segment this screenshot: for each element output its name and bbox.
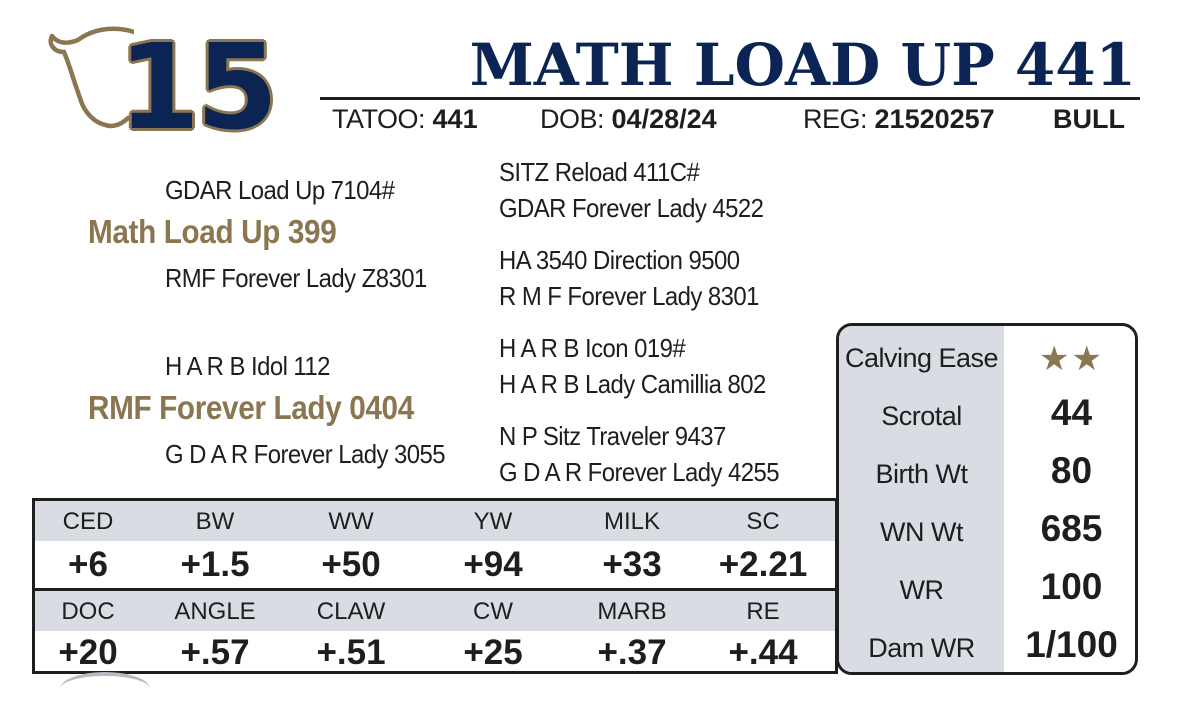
epd-value: +.37 <box>597 633 667 672</box>
epd-value: +1.5 <box>180 545 250 584</box>
sire-name: Math Load Up 399 <box>88 213 337 250</box>
dam-dam: G D A R Forever Lady 3055 <box>165 439 446 469</box>
epd-header: RE <box>746 598 780 625</box>
epd-row-divider <box>35 588 835 591</box>
sex-value: BULL <box>1053 104 1125 134</box>
wn-wt-label: WN Wt <box>880 517 963 547</box>
tattoo-value: 441 <box>432 104 478 134</box>
decorative-arc <box>60 672 150 706</box>
epd-header: DOC <box>61 598 115 625</box>
epd-value: +.44 <box>728 633 798 672</box>
epd-header: WW <box>328 508 374 535</box>
epd-header: BW <box>195 508 235 535</box>
sex-field: BULL <box>1053 101 1125 137</box>
calving-ease-rating: ★★ <box>1004 329 1135 387</box>
epd-header: CED <box>62 508 114 535</box>
dam-name: RMF Forever Lady 0404 <box>88 389 414 426</box>
dam-dam-sire: N P Sitz Traveler 9437 <box>499 421 726 451</box>
reg-label: REG: <box>803 104 868 134</box>
epd-header: SC <box>746 508 780 535</box>
performance-box: Calving Ease ★★ Scrotal 44 Birth Wt 80 W… <box>836 323 1138 675</box>
epd-value: +.57 <box>180 633 250 672</box>
tattoo-label: TATOO: <box>332 104 426 134</box>
dob-field: DOB: 04/28/24 <box>540 101 717 137</box>
dob-value: 04/28/24 <box>611 104 717 134</box>
lot-number: 15 <box>118 18 278 156</box>
epd-header: MILK <box>603 508 660 535</box>
wr-label: WR <box>899 575 944 605</box>
cow-head-icon <box>48 26 134 129</box>
sire-sire-sire: SITZ Reload 411C# <box>499 157 700 187</box>
epd-header: YW <box>473 508 513 535</box>
epd-value: +.51 <box>316 633 386 672</box>
sire-dam: RMF Forever Lady Z8301 <box>165 263 427 293</box>
sire-sire-dam: GDAR Forever Lady 4522 <box>499 193 764 223</box>
epd-value: +6 <box>68 545 108 584</box>
calving-ease-label: Calving Ease <box>844 343 999 373</box>
reg-field: REG: 21520257 <box>803 101 995 137</box>
epd-header: CLAW <box>316 598 386 625</box>
dam-sire: H A R B Idol 112 <box>165 351 330 381</box>
performance-label-column <box>839 326 1004 672</box>
dam-dam-dam: G D A R Forever Lady 4255 <box>499 457 780 487</box>
tattoo-field: TATOO: 441 <box>332 101 478 137</box>
reg-value: 21520257 <box>874 104 995 134</box>
dam-wr-label: Dam WR <box>868 633 975 663</box>
epd-value: +20 <box>58 633 118 672</box>
dam-wr-value: 1/100 <box>1025 624 1118 665</box>
dam-sire-sire: H A R B Icon 019# <box>499 333 686 363</box>
epd-value: +94 <box>463 545 523 584</box>
animal-name: MATH LOAD UP 441 <box>469 31 1136 99</box>
birth-wt-value: 80 <box>1050 450 1093 491</box>
epd-table: CED BW WW YW MILK SC +6 +1.5 +50 +94 +33… <box>32 498 838 674</box>
star-rating-icon: ★★ <box>1039 340 1104 378</box>
dob-label: DOB: <box>540 104 605 134</box>
epd-value: +50 <box>321 545 381 584</box>
epd-header-row-1 <box>35 501 835 541</box>
wn-wt-value: 685 <box>1040 508 1103 549</box>
sire-sire: GDAR Load Up 7104# <box>165 175 395 205</box>
dam-sire-dam: H A R B Lady Camillia 802 <box>499 369 766 399</box>
sire-dam-dam: R M F Forever Lady 8301 <box>499 281 759 311</box>
epd-value: +33 <box>602 545 662 584</box>
scrotal-label: Scrotal <box>881 401 962 431</box>
birth-wt-label: Birth Wt <box>875 459 968 489</box>
header-divider <box>320 97 1140 100</box>
epd-value: +2.21 <box>718 545 808 584</box>
epd-header: CW <box>473 598 513 625</box>
scrotal-value: 44 <box>1050 392 1093 433</box>
epd-value: +25 <box>463 633 523 672</box>
epd-header-row-2 <box>35 591 835 631</box>
epd-header: MARB <box>597 598 667 625</box>
sire-dam-sire: HA 3540 Direction 9500 <box>499 245 740 275</box>
wr-value: 100 <box>1040 566 1103 607</box>
epd-header: ANGLE <box>174 598 256 625</box>
